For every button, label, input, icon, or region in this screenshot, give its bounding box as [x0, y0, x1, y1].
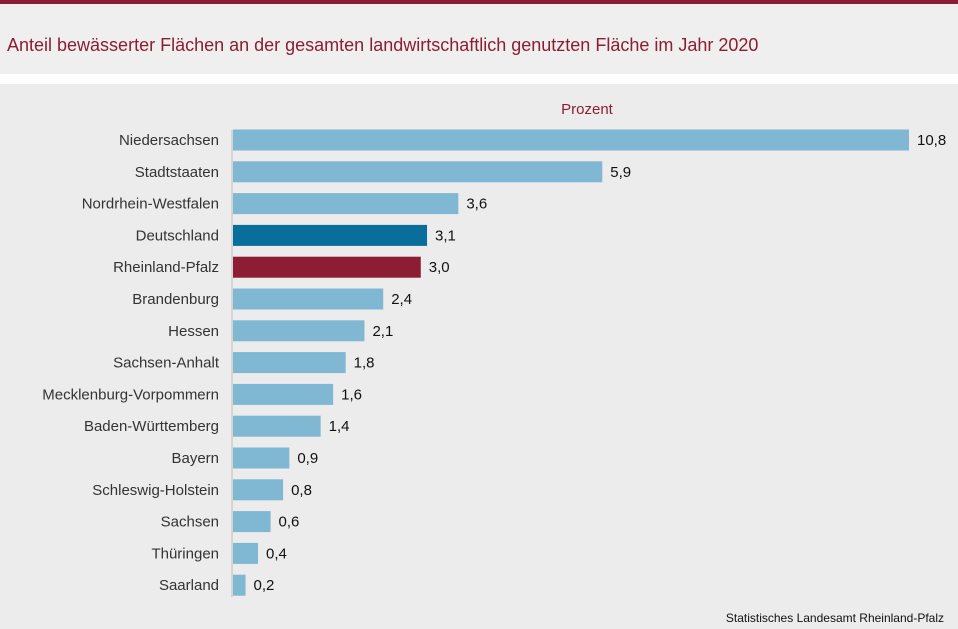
bar-sachsen [233, 511, 271, 533]
bar-nordrhein-westfalen [233, 193, 459, 215]
category-label-hessen: Hessen [168, 323, 219, 340]
bar-mecklenburg-vorpommern [233, 383, 334, 405]
category-label-mecklenburg-vorpommern: Mecklenburg-Vorpommern [42, 386, 219, 403]
value-label-brandenburg: 2,4 [391, 291, 412, 308]
value-label-deutschland: 3,1 [435, 227, 456, 244]
bars-group: Niedersachsen 10,8 Stadtstaaten 5,9 Nordrhei… [42, 129, 946, 596]
bar-brandenburg [233, 288, 384, 310]
title-bar: Anteil bewässerter Flächen an der gesamt… [0, 4, 958, 74]
category-label-schleswig-holstein: Schleswig-Holstein [92, 482, 219, 499]
value-label-thueringen: 0,4 [266, 545, 287, 562]
bar-hessen [233, 320, 365, 342]
value-label-bayern: 0,9 [297, 450, 318, 467]
value-label-hessen: 2,1 [372, 323, 393, 340]
category-label-bayern: Bayern [171, 450, 219, 467]
category-label-baden-wuerttemberg: Baden-Württemberg [84, 418, 219, 435]
value-label-rheinland-pfalz: 3,0 [429, 259, 450, 276]
category-label-rheinland-pfalz: Rheinland-Pfalz [113, 259, 219, 276]
bar-sachsen-anhalt [233, 352, 346, 374]
value-label-sachsen: 0,6 [279, 514, 300, 531]
category-label-deutschland: Deutschland [136, 227, 219, 244]
category-label-nordrhein-westfalen: Nordrhein-Westfalen [82, 196, 219, 213]
bar-saarland [233, 574, 246, 596]
value-label-schleswig-holstein: 0,8 [291, 482, 312, 499]
value-label-niedersachsen: 10,8 [917, 132, 946, 149]
bar-deutschland [233, 224, 428, 246]
value-label-sachsen-anhalt: 1,8 [354, 355, 375, 372]
bar-niedersachsen [233, 129, 909, 151]
unit-label: Prozent [561, 101, 614, 118]
bar-thueringen [233, 542, 259, 564]
category-label-brandenburg: Brandenburg [132, 291, 219, 308]
bar-stadtstaaten [233, 161, 603, 183]
source-credit: Statistisches Landesamt Rheinland-Pfalz [726, 611, 944, 625]
bar-schleswig-holstein [233, 479, 284, 501]
bar-bayern [233, 447, 290, 469]
value-label-nordrhein-westfalen: 3,6 [466, 196, 487, 213]
top-accent-rule [0, 0, 958, 4]
bar-rheinland-pfalz [233, 256, 421, 278]
bar-baden-wuerttemberg [233, 415, 321, 437]
value-label-mecklenburg-vorpommern: 1,6 [341, 386, 362, 403]
category-label-saarland: Saarland [159, 577, 219, 594]
category-label-sachsen: Sachsen [161, 514, 219, 531]
category-label-sachsen-anhalt: Sachsen-Anhalt [113, 355, 220, 372]
category-label-stadtstaaten: Stadtstaaten [135, 164, 219, 181]
value-label-stadtstaaten: 5,9 [610, 164, 631, 181]
chart-title: Anteil bewässerter Flächen an der gesamt… [7, 35, 759, 55]
value-label-saarland: 0,2 [254, 577, 275, 594]
category-label-thueringen: Thüringen [151, 545, 219, 562]
category-label-niedersachsen: Niedersachsen [119, 132, 219, 149]
value-label-baden-wuerttemberg: 1,4 [329, 418, 350, 435]
